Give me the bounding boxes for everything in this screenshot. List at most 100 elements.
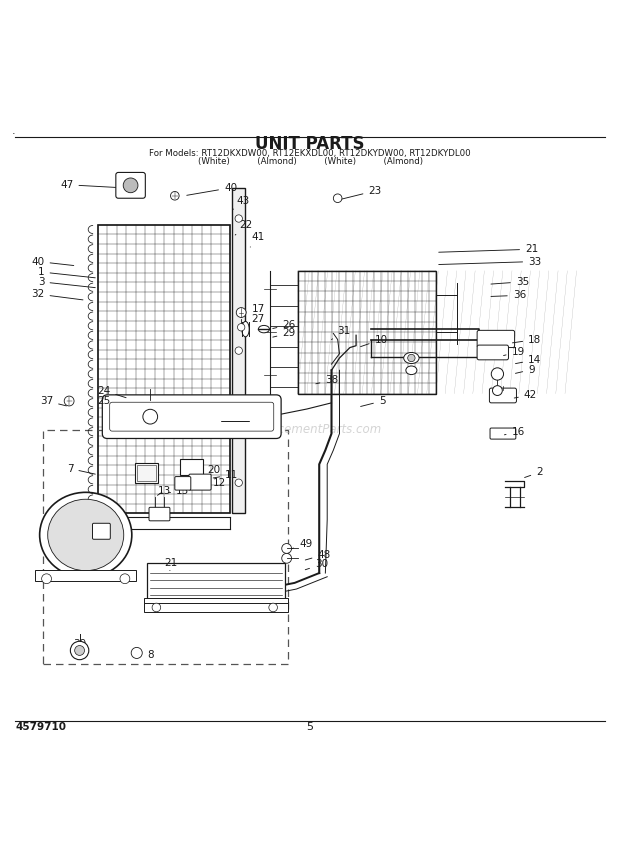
Text: 26: 26: [273, 319, 296, 330]
Circle shape: [131, 647, 142, 659]
Text: 3: 3: [38, 276, 95, 288]
FancyBboxPatch shape: [490, 428, 516, 439]
Bar: [144, 604, 288, 612]
Text: 33: 33: [439, 257, 541, 267]
Text: 1: 1: [38, 267, 95, 278]
Text: UNIT PARTS: UNIT PARTS: [255, 135, 365, 153]
Circle shape: [237, 324, 245, 331]
Circle shape: [152, 604, 161, 612]
Text: 5: 5: [361, 396, 386, 406]
Bar: [98, 225, 230, 513]
Text: 17: 17: [245, 304, 265, 314]
Circle shape: [281, 543, 291, 554]
FancyBboxPatch shape: [110, 402, 274, 431]
Text: 8: 8: [140, 650, 154, 660]
Text: 9: 9: [515, 365, 535, 375]
Text: 5: 5: [306, 722, 314, 732]
Ellipse shape: [404, 352, 419, 363]
Text: 2: 2: [525, 468, 542, 478]
Circle shape: [491, 368, 503, 380]
Text: 20: 20: [195, 466, 220, 475]
Text: 43: 43: [233, 196, 249, 209]
FancyBboxPatch shape: [149, 507, 170, 521]
Text: 13: 13: [157, 486, 171, 496]
FancyBboxPatch shape: [477, 345, 508, 360]
Text: 12: 12: [201, 478, 226, 487]
Text: 14: 14: [515, 355, 541, 365]
Text: 40: 40: [187, 183, 237, 195]
Text: 16: 16: [505, 427, 525, 437]
Text: 31: 31: [332, 326, 351, 339]
Text: 28: 28: [242, 408, 267, 418]
Text: 42: 42: [514, 390, 537, 400]
Text: 48: 48: [305, 549, 330, 560]
Ellipse shape: [242, 321, 249, 337]
Text: 35: 35: [491, 276, 529, 287]
Circle shape: [281, 554, 291, 563]
Bar: [35, 570, 136, 581]
Circle shape: [64, 396, 74, 406]
Text: 49: 49: [290, 539, 312, 549]
Text: aReplacementParts.com: aReplacementParts.com: [238, 423, 382, 436]
Text: 41: 41: [250, 232, 265, 247]
Text: 22: 22: [235, 220, 252, 235]
Circle shape: [235, 215, 242, 222]
FancyBboxPatch shape: [92, 523, 110, 539]
Text: 37: 37: [40, 396, 66, 406]
Text: 47: 47: [60, 180, 120, 189]
Text: 4579710: 4579710: [15, 722, 66, 732]
Bar: [43, 430, 288, 664]
Text: 24: 24: [97, 386, 126, 398]
Bar: [135, 463, 158, 483]
Ellipse shape: [48, 499, 124, 571]
Text: 10: 10: [361, 335, 388, 347]
Text: 34: 34: [68, 519, 95, 530]
Circle shape: [408, 355, 415, 362]
Text: 6: 6: [215, 408, 252, 418]
FancyBboxPatch shape: [175, 477, 191, 490]
Text: ·: ·: [12, 129, 16, 139]
Circle shape: [235, 347, 242, 355]
Circle shape: [143, 409, 157, 424]
Bar: [137, 465, 156, 481]
Text: 27: 27: [245, 313, 265, 324]
Circle shape: [170, 191, 179, 200]
Circle shape: [123, 178, 138, 193]
Text: (White)          (Almond)          (White)          (Almond): (White) (Almond) (White) (Almond): [198, 157, 422, 166]
Text: 7: 7: [67, 463, 95, 474]
Circle shape: [120, 573, 130, 584]
Text: 23: 23: [340, 186, 382, 200]
Text: 36: 36: [491, 290, 526, 300]
Text: 39: 39: [73, 640, 87, 649]
Text: 21: 21: [164, 558, 177, 571]
Text: 15: 15: [169, 486, 189, 496]
Text: 32: 32: [31, 289, 83, 300]
Text: 19: 19: [503, 347, 525, 356]
Circle shape: [269, 604, 277, 612]
Bar: [144, 598, 288, 604]
Text: 21: 21: [439, 245, 538, 254]
Circle shape: [42, 573, 51, 584]
Circle shape: [74, 646, 84, 655]
Circle shape: [235, 479, 242, 486]
Text: 29: 29: [273, 328, 296, 338]
FancyBboxPatch shape: [477, 331, 515, 348]
Bar: [298, 270, 436, 393]
Text: 40: 40: [32, 257, 74, 267]
Text: 11: 11: [213, 470, 239, 480]
Bar: [232, 188, 246, 513]
Text: 25: 25: [97, 396, 126, 407]
FancyBboxPatch shape: [189, 474, 211, 490]
FancyBboxPatch shape: [102, 395, 281, 438]
Text: 18: 18: [513, 335, 541, 344]
FancyBboxPatch shape: [116, 172, 145, 198]
Text: 30: 30: [305, 560, 328, 570]
Bar: [180, 460, 203, 474]
Ellipse shape: [259, 325, 270, 333]
Circle shape: [236, 307, 246, 318]
Ellipse shape: [40, 492, 132, 578]
Circle shape: [334, 194, 342, 202]
Text: For Models: RT12DKXDW00, RT12EKXDL00, RT12DKYDW00, RT12DKYDL00: For Models: RT12DKXDW00, RT12EKXDL00, RT…: [149, 149, 471, 158]
Circle shape: [70, 641, 89, 660]
FancyBboxPatch shape: [489, 388, 516, 403]
